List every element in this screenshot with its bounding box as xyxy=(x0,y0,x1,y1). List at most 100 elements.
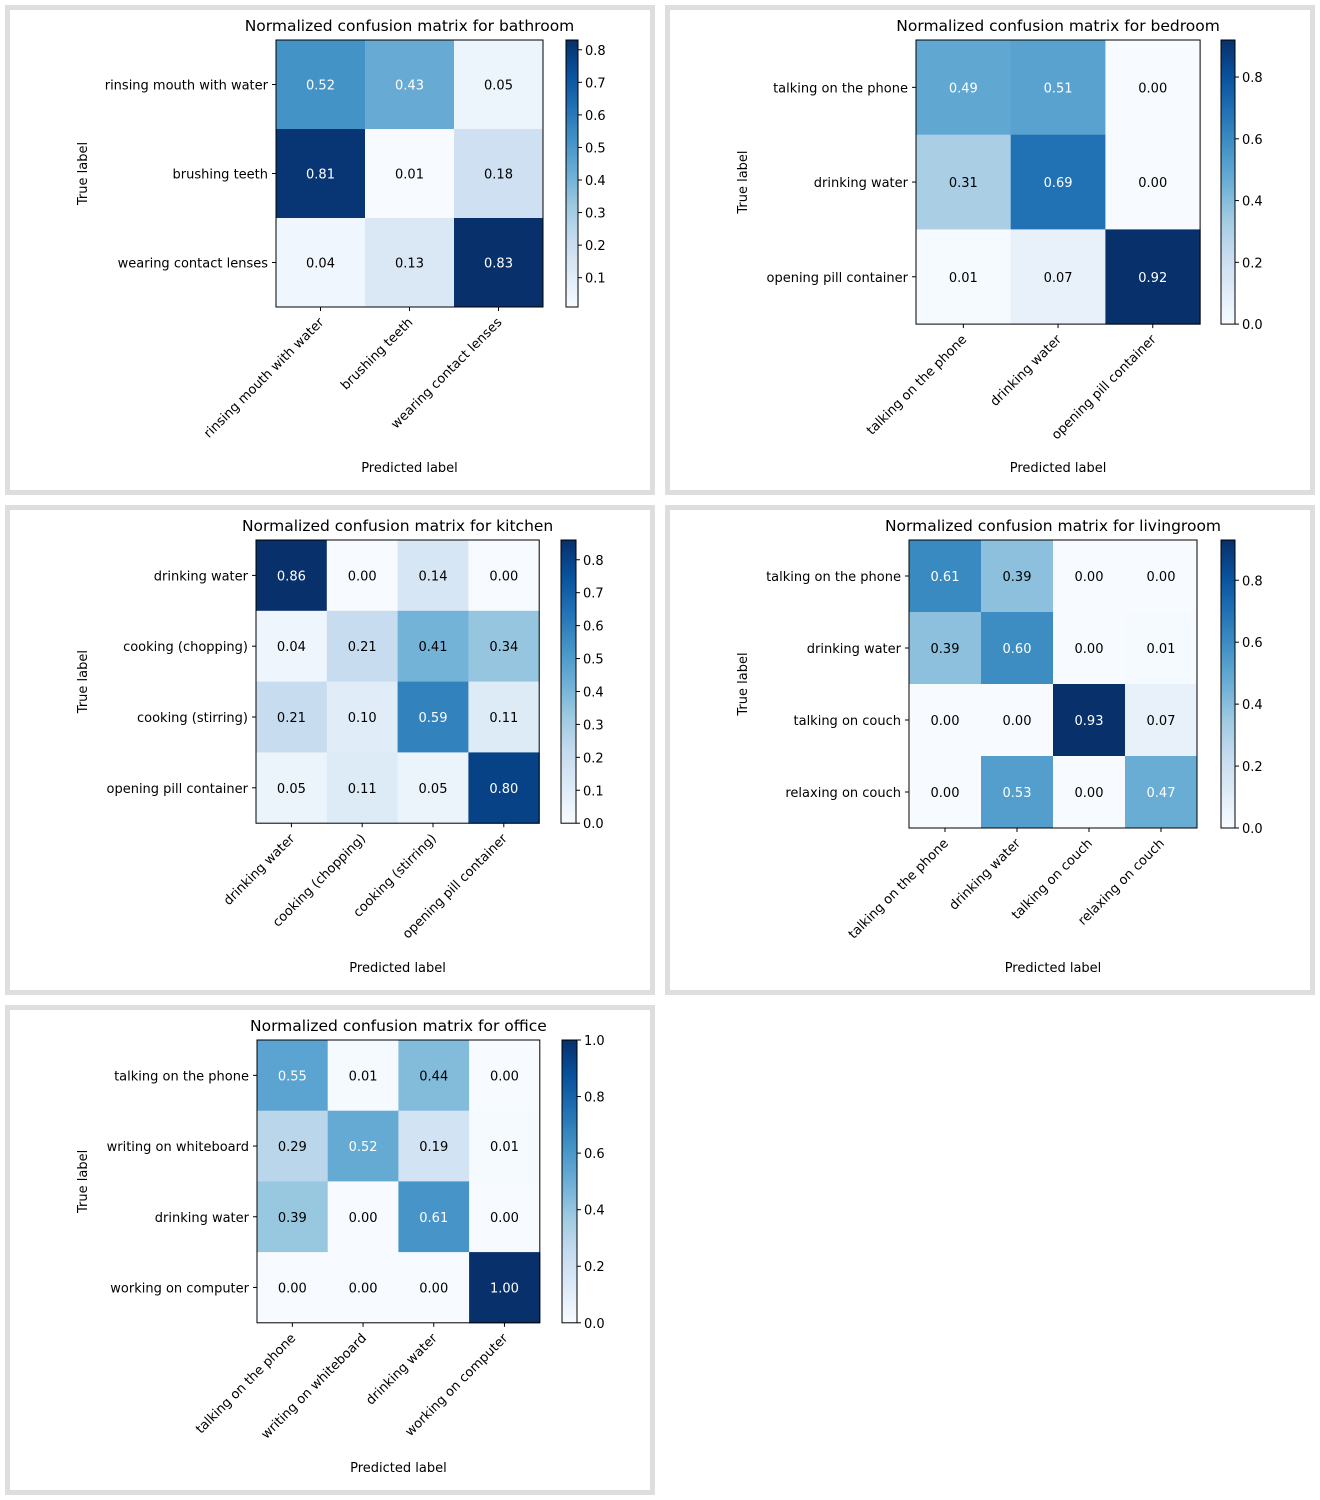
cell-value-3-0: 0.00 xyxy=(278,1281,307,1296)
cell-value-0-1: 0.01 xyxy=(349,1069,378,1084)
cell-value-1-1: 0.60 xyxy=(1003,642,1032,657)
cell-value-2-0: 0.39 xyxy=(278,1211,307,1226)
matrix-cell-1-0 xyxy=(909,612,982,685)
cell-value-3-3: 0.80 xyxy=(489,782,518,797)
matrix-cell-2-1 xyxy=(981,684,1054,757)
matrix-cell-0-1 xyxy=(981,540,1054,613)
y-axis-label: True label xyxy=(76,142,91,206)
matrix-cell-0-3 xyxy=(1125,540,1198,613)
bathroom-confusion-matrix-chart: Normalized confusion matrix for bathroom… xyxy=(76,17,606,476)
cell-value-0-2: 0.00 xyxy=(1138,81,1167,96)
cell-value-3-0: 0.05 xyxy=(277,782,306,797)
matrix-frame xyxy=(908,539,1198,829)
colorbar xyxy=(561,1039,578,1324)
colorbar-tick-label: 0.0 xyxy=(583,817,604,832)
cell-value-1-3: 0.01 xyxy=(490,1140,519,1155)
cell-value-2-3: 0.07 xyxy=(1147,714,1176,729)
colorbar xyxy=(560,539,577,824)
cell-value-1-2: 0.00 xyxy=(1075,642,1104,657)
cell-value-2-2: 0.92 xyxy=(1138,271,1167,286)
x-axis-label: Predicted label xyxy=(1010,461,1107,476)
matrix-cell-0-3 xyxy=(468,540,540,612)
matrix-cell-1-2 xyxy=(1053,612,1126,685)
y-tick-label-drinking-water: drinking water xyxy=(155,1211,250,1226)
matrix-cell-2-0 xyxy=(276,218,366,308)
colorbar-tick-label: 0.8 xyxy=(584,1091,605,1106)
matrix-cell-2-0 xyxy=(257,1181,329,1253)
cell-value-3-3: 1.00 xyxy=(490,1281,519,1296)
cell-value-1-0: 0.39 xyxy=(931,642,960,657)
cell-value-2-2: 0.59 xyxy=(419,711,448,726)
colorbar-tick-label: 0.4 xyxy=(585,174,606,189)
cell-value-3-1: 0.00 xyxy=(349,1281,378,1296)
colorbar-tick-label: 0.2 xyxy=(585,239,606,254)
x-tick-label-rinsing-mouth-with-water: rinsing mouth with water xyxy=(201,315,328,442)
chart-title: Normalized confusion matrix for bedroom xyxy=(896,17,1220,35)
matrix-cell-2-0 xyxy=(916,229,1012,325)
cell-value-0-0: 0.86 xyxy=(277,569,306,584)
y-tick-label-opening-pill-container: opening pill container xyxy=(767,271,909,286)
colorbar xyxy=(1220,39,1236,325)
cell-value-3-1: 0.53 xyxy=(1003,786,1032,801)
chart-title: Normalized confusion matrix for kitchen xyxy=(242,517,553,535)
colorbar-tick-label: 0.5 xyxy=(583,653,604,668)
x-tick-label-drinking-water: drinking water xyxy=(363,1331,441,1409)
x-tick-label-drinking-water: drinking water xyxy=(988,332,1066,410)
matrix-cell-2-1 xyxy=(327,1181,399,1253)
y-tick-label-drinking-water: drinking water xyxy=(154,569,249,584)
colorbar-tick-label: 0.4 xyxy=(1242,195,1263,210)
matrix-cell-1-1 xyxy=(981,612,1054,685)
matrix-cell-3-0 xyxy=(256,752,328,824)
colorbar-tick-label: 0.3 xyxy=(585,207,606,222)
cell-value-2-0: 0.04 xyxy=(306,257,335,272)
colorbar-tick-label: 0.6 xyxy=(583,620,604,635)
colorbar-tick-label: 0.6 xyxy=(1242,133,1263,148)
office-confusion-matrix-chart: Normalized confusion matrix for office 0.… xyxy=(76,1017,605,1476)
matrix-cell-3-2 xyxy=(398,1252,470,1324)
colorbar-tick-label: 0.8 xyxy=(585,44,606,59)
cell-value-2-1: 0.00 xyxy=(1003,714,1032,729)
matrix-cell-3-1 xyxy=(981,756,1054,829)
y-tick-label-wearing-contact-lenses: wearing contact lenses xyxy=(118,257,269,272)
cell-value-0-1: 0.43 xyxy=(395,79,424,94)
cell-value-2-1: 0.07 xyxy=(1044,271,1073,286)
matrix-cell-0-1 xyxy=(326,540,399,612)
matrix-cell-0-0 xyxy=(909,540,982,613)
matrix-cell-1-1 xyxy=(365,129,455,219)
matrix-cell-0-3 xyxy=(469,1040,541,1112)
cell-value-0-0: 0.61 xyxy=(931,570,960,585)
matrix-cell-1-2 xyxy=(1105,134,1201,230)
cell-value-0-1: 0.39 xyxy=(1003,570,1032,585)
x-axis-label: Predicted label xyxy=(1005,961,1102,976)
cell-value-1-1: 0.52 xyxy=(349,1140,378,1155)
cell-value-3-2: 0.05 xyxy=(419,782,448,797)
cell-value-3-0: 0.00 xyxy=(931,786,960,801)
matrix-cell-0-2 xyxy=(454,40,544,130)
matrix-cell-1-0 xyxy=(256,610,328,683)
cell-value-2-0: 0.21 xyxy=(277,711,306,726)
y-tick-label-drinking-water: drinking water xyxy=(814,176,909,191)
x-tick-label-talking-on-the-phone: talking on the phone xyxy=(864,332,970,438)
cell-value-3-2: 0.00 xyxy=(1075,786,1104,801)
colorbar-tick-label: 1.0 xyxy=(584,1034,605,1049)
x-axis-label: Predicted label xyxy=(361,461,458,476)
matrix-cell-1-3 xyxy=(1125,612,1198,685)
cell-value-2-3: 0.00 xyxy=(490,1211,519,1226)
matrix-cell-2-2 xyxy=(398,1181,470,1253)
cell-value-0-1: 0.00 xyxy=(348,569,377,584)
chart-title: Normalized confusion matrix for office xyxy=(250,1017,547,1035)
matrix-cell-3-3 xyxy=(468,752,540,824)
colorbar xyxy=(565,39,579,308)
cell-value-1-1: 0.69 xyxy=(1044,176,1073,191)
colorbar-tick-label: 0.1 xyxy=(583,784,604,799)
matrix-cell-3-1 xyxy=(326,752,399,824)
colorbar-tick-label: 0.8 xyxy=(583,554,604,569)
cell-value-1-0: 0.29 xyxy=(278,1140,307,1155)
matrix-cell-1-0 xyxy=(257,1110,329,1182)
cell-value-0-2: 0.00 xyxy=(1075,570,1104,585)
colorbar-tick-label: 0.2 xyxy=(583,751,604,766)
matrix-cell-2-3 xyxy=(1125,684,1198,757)
cell-value-2-2: 0.83 xyxy=(484,257,513,272)
y-tick-label-working-on-computer: working on computer xyxy=(110,1281,249,1296)
cell-value-2-3: 0.11 xyxy=(489,711,518,726)
